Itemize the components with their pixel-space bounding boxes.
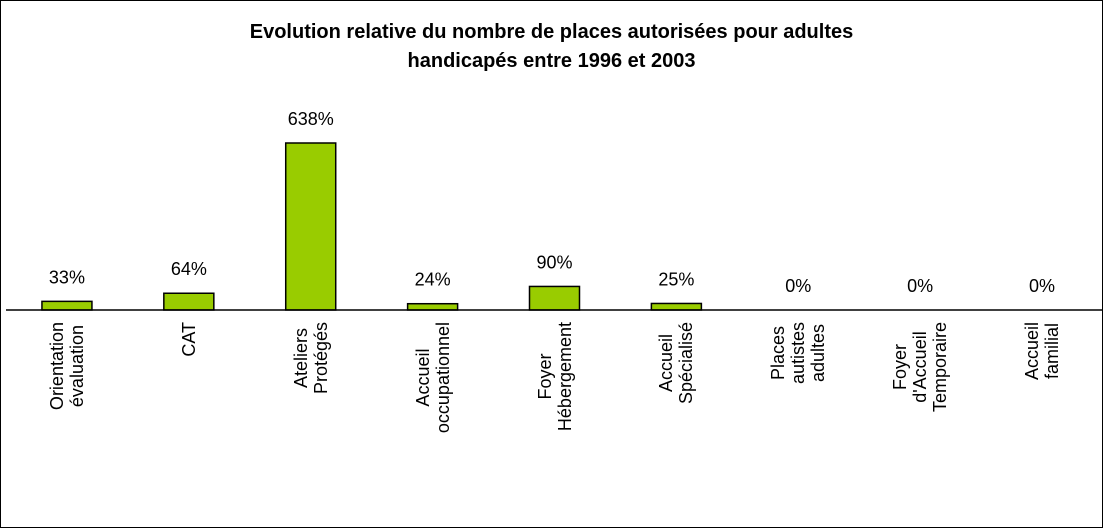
category-label: Orientation évaluation (27, 322, 107, 492)
data-label: 64% (171, 259, 207, 279)
category-label: Accueil occupationnel (393, 322, 473, 492)
category-text: Accueil familial (1022, 322, 1063, 381)
category-text: CAT (178, 322, 199, 357)
category-label: Foyer Hébergement (515, 322, 595, 492)
category-text: Foyer d'Accueil Temporaire (890, 322, 951, 413)
data-label: 638% (288, 109, 334, 129)
bar (41, 300, 93, 311)
category-label: Ateliers Protégés (271, 322, 351, 492)
category-text: Places autistes adultes (768, 322, 829, 385)
data-label: 0% (907, 276, 933, 296)
bar (284, 142, 337, 311)
data-label: 90% (536, 252, 572, 272)
data-label: 0% (1029, 276, 1055, 296)
chart-title: Evolution relative du nombre de places a… (249, 21, 854, 72)
category-label: CAT (149, 322, 229, 492)
category-label: Foyer d'Accueil Temporaire (880, 322, 960, 492)
data-label: 25% (658, 269, 694, 289)
category-label: Places autistes adultes (758, 322, 838, 492)
category-text: Accueil occupationnel (412, 322, 453, 434)
category-text: Foyer Hébergement (534, 322, 575, 432)
category-label: Accueil Spécialisé (636, 322, 716, 492)
bar (406, 302, 459, 311)
category-text: Ateliers Protégés (290, 322, 331, 395)
bar (163, 292, 215, 311)
data-label: 24% (415, 270, 451, 290)
data-label: 33% (49, 267, 85, 287)
category-label: Accueil familial (1002, 322, 1082, 492)
bar (650, 302, 703, 311)
data-label: 0% (785, 276, 811, 296)
category-text: Accueil Spécialisé (656, 322, 697, 405)
bar (528, 285, 581, 311)
category-text: Orientation évaluation (46, 322, 87, 411)
